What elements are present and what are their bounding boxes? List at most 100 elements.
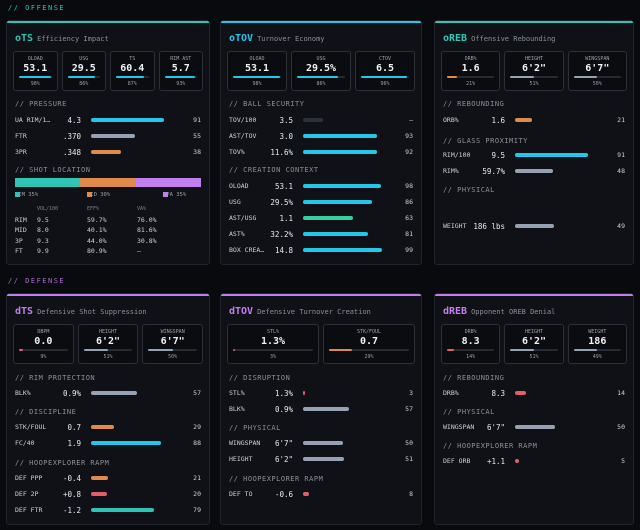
dtov-physical-heading: // PHYSICAL xyxy=(229,424,281,432)
metric-bar xyxy=(303,118,383,122)
stat-tile: USG 29.5 86% xyxy=(61,51,106,91)
metric-percentile: 81 xyxy=(405,230,413,238)
metric-bar xyxy=(303,134,383,138)
ots-subtitle: Efficiency Impact xyxy=(37,35,109,43)
metric-percentile: 20 xyxy=(193,490,201,498)
metric-bar-fill xyxy=(303,492,310,496)
metric-value: 8.3 xyxy=(491,389,505,398)
otov-code: oTOV xyxy=(229,33,254,44)
metric-label: WINGSPAN xyxy=(229,439,261,447)
metric-bar-fill xyxy=(303,134,378,138)
stat-tile-value: 1.3% xyxy=(260,336,286,347)
shot-segment xyxy=(15,178,81,187)
stat-tile-value: 186 xyxy=(588,336,607,347)
metric-row: WINGSPAN 6'7" 50 xyxy=(443,422,625,432)
metric-bar-fill xyxy=(515,391,527,395)
stat-tile: HEIGHT 6'2" 51% xyxy=(504,324,564,364)
stat-tile-percentile: 51% xyxy=(103,354,113,360)
metric-label: STK/FOUL xyxy=(15,423,47,431)
stat-tile-percentile: 14% xyxy=(466,354,476,360)
otov-subtitle: Turnover Economy xyxy=(257,35,325,43)
table-row: RIM 9.5 59.7% 76.0% xyxy=(15,215,187,226)
table-cell: RIM xyxy=(15,215,27,224)
dreb-tiles: DRB% 8.3 14% HEIGHT 6'2" 51% WEIGHT 186 49% xyxy=(441,324,627,364)
stat-tile-percentile: 98% xyxy=(252,81,262,87)
metric-label: RIM/100 xyxy=(443,151,471,159)
metric-value: 11.6% xyxy=(270,148,293,157)
metric-row: DEF 2P +0.8 20 xyxy=(15,489,201,499)
stat-tile-label: DBPM xyxy=(37,329,50,335)
table-cell: 40.1% xyxy=(87,226,107,235)
stat-tile-label: STK/FOUL xyxy=(356,329,382,335)
metric-bar xyxy=(91,508,171,512)
stat-tile: WEIGHT 186 49% xyxy=(567,324,627,364)
legend-item: RIM 35% xyxy=(15,192,38,198)
dreb-code: dREB xyxy=(443,306,468,317)
metric-value: 4.3 xyxy=(67,116,81,125)
metric-row: STL% 1.3% 3 xyxy=(229,388,413,398)
otov-tiles: OLOAD 53.1 98% USG 29.5% 86% CTOV 6.5 96% xyxy=(227,51,415,91)
metric-percentile: 49 xyxy=(617,222,625,230)
metric-bar-fill xyxy=(91,118,164,122)
shot-segment xyxy=(80,178,136,187)
metric-percentile: 51 xyxy=(405,455,413,463)
metric-bar xyxy=(91,441,171,445)
metric-value: 9.5 xyxy=(491,151,505,160)
dreb-rapm-heading: // HOOPEXPLORER RAPM xyxy=(443,442,538,450)
stat-tile-percentile: 21% xyxy=(466,81,476,87)
metric-value: 6'7" xyxy=(486,423,505,432)
table-header-row: VOL/100 EFF% VA% xyxy=(15,204,187,215)
stat-tile-bar xyxy=(148,349,198,351)
metric-row: BOX CREA… 14.8 99 xyxy=(229,245,413,255)
metric-row: TOV/100 3.5 – xyxy=(229,115,413,125)
metric-percentile: 50 xyxy=(617,423,625,431)
shot-segment xyxy=(135,178,201,187)
dts-rapm-heading: // HOOPEXPLORER RAPM xyxy=(15,459,110,467)
metric-bar-fill xyxy=(91,391,137,395)
dts-card: dTS Defensive Shot Suppression DBPM 0.0 9% H… xyxy=(6,293,210,525)
metric-label: DEF ORB xyxy=(443,457,471,465)
metric-bar-fill xyxy=(303,184,382,188)
table-row: FT 9.9 80.9% – xyxy=(15,246,187,257)
stat-tile-label: WINGSPAN xyxy=(585,56,610,62)
stat-tile: USG 29.5% 86% xyxy=(291,51,351,91)
metric-value: 0.9% xyxy=(274,405,293,414)
stat-tile-label: WEIGHT xyxy=(588,329,607,335)
metric-bar-fill xyxy=(303,150,377,154)
glass-proximity-heading: // GLASS PROXIMITY xyxy=(443,137,528,145)
stat-tile-value: 5.7 xyxy=(171,63,190,74)
stat-tile-bar xyxy=(361,76,409,78)
stat-tile-percentile: 98% xyxy=(30,81,40,87)
metric-value: 3.5 xyxy=(279,116,293,125)
shot-location-bar xyxy=(15,178,201,187)
dts-subtitle: Defensive Shot Suppression xyxy=(37,308,147,316)
metric-bar-fill xyxy=(515,425,555,429)
metric-row: TOV% 11.6% 92 xyxy=(229,147,413,157)
metric-value: 0.7 xyxy=(67,423,81,432)
otov-card: oTOV Turnover Economy OLOAD 53.1 98% USG 29.5… xyxy=(220,20,422,265)
metric-bar xyxy=(91,492,171,496)
metric-bar xyxy=(303,457,383,461)
metric-label: UA RIM/1… xyxy=(15,116,51,124)
metric-percentile: 91 xyxy=(617,151,625,159)
metric-percentile: 99 xyxy=(405,246,413,254)
stat-tile-label: RIM AST xyxy=(170,56,192,62)
stat-tile: OLOAD 53.1 98% xyxy=(13,51,58,91)
metric-label: FTR xyxy=(15,132,27,140)
metric-value: 6'7" xyxy=(274,439,293,448)
metric-row: AST/USG 1.1 63 xyxy=(229,213,413,223)
metric-value: 0.9% xyxy=(62,389,81,398)
metric-row: RIM/100 9.5 91 xyxy=(443,150,625,160)
stat-tile-value: 6'7" xyxy=(585,63,610,74)
dtov-card: dTOV Defensive Turnover Creation STL% 1.3%… xyxy=(220,293,422,525)
dtov-code: dTOV xyxy=(229,306,254,317)
metric-bar xyxy=(303,441,383,445)
stat-tile-label: DRB% xyxy=(464,329,477,335)
metric-bar xyxy=(91,118,171,122)
disruption-heading: // DISRUPTION xyxy=(229,374,291,382)
metric-label: DEF TO xyxy=(229,490,253,498)
metric-value: 53.1 xyxy=(274,182,293,191)
dtov-tiles: STL% 1.3% 3% STK/FOUL 0.7 29% xyxy=(227,324,415,364)
metric-label: TOV% xyxy=(229,148,245,156)
stat-tile-percentile: 86% xyxy=(79,81,89,87)
